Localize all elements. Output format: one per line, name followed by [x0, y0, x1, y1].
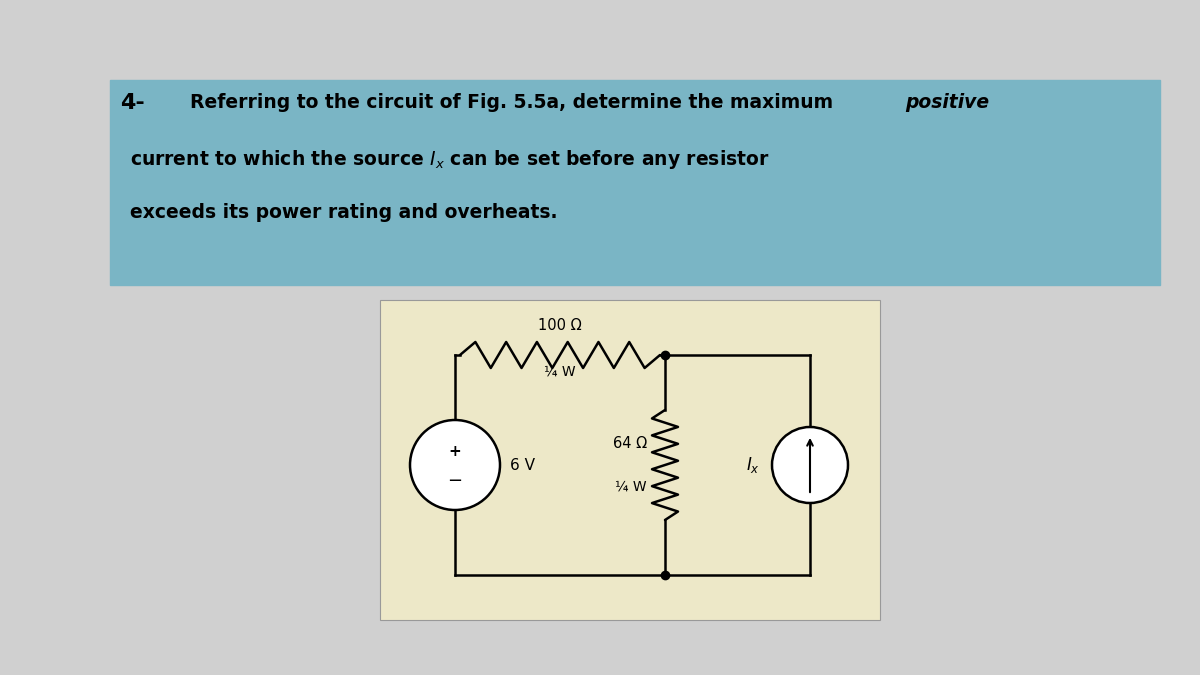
Text: positive: positive — [905, 93, 989, 112]
Text: ¼ W: ¼ W — [544, 365, 576, 379]
Text: exceeds its power rating and overheats.: exceeds its power rating and overheats. — [130, 203, 558, 222]
Circle shape — [772, 427, 848, 503]
Bar — [380, 300, 880, 620]
Text: +: + — [449, 445, 461, 460]
Text: Referring to the circuit of Fig. 5.5a, determine the maximum: Referring to the circuit of Fig. 5.5a, d… — [190, 93, 840, 112]
Text: −: − — [448, 472, 462, 490]
Text: current to which the source $\mathit{I_x}$ can be set before any resistor: current to which the source $\mathit{I_x… — [130, 148, 770, 171]
Text: 6 V: 6 V — [510, 458, 535, 472]
Text: 4-: 4- — [120, 93, 145, 113]
Bar — [110, 80, 1160, 285]
Text: 64 Ω: 64 Ω — [613, 435, 647, 450]
Circle shape — [410, 420, 500, 510]
Text: ¼ W: ¼ W — [616, 480, 647, 494]
Text: $I_x$: $I_x$ — [746, 455, 760, 475]
Text: 100 Ω: 100 Ω — [538, 318, 582, 333]
